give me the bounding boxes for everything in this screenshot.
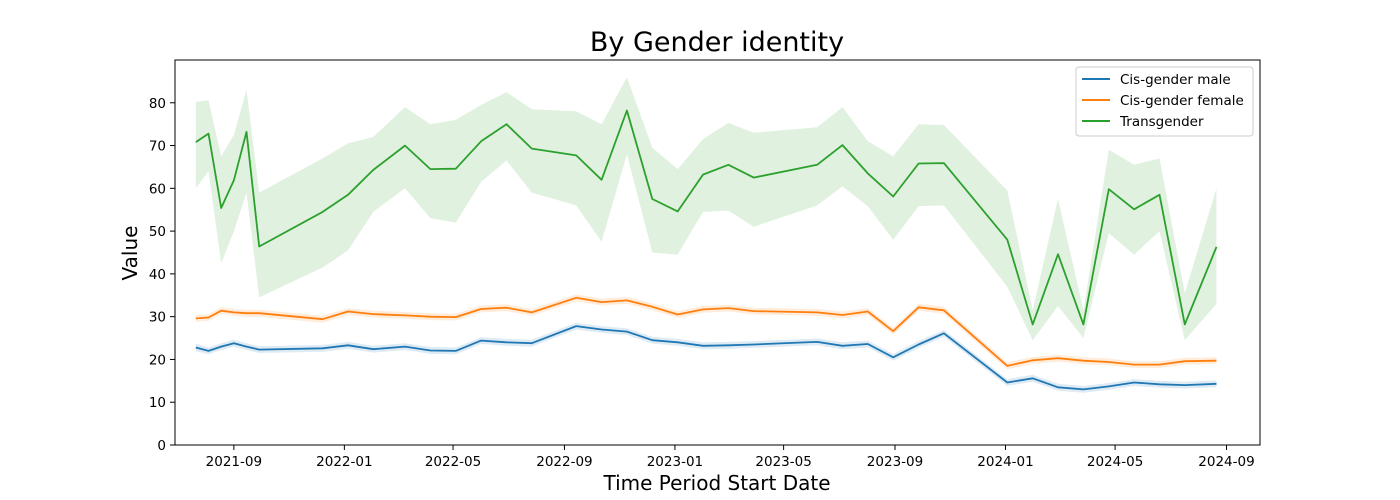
y-tick-label: 40 <box>149 267 166 283</box>
legend: Cis-gender male Cis-gender female Transgen… <box>1075 66 1254 137</box>
series-band-transgender <box>195 77 1217 341</box>
x-tick-label: 2023-09 <box>867 454 923 470</box>
plot-frame <box>174 59 1261 446</box>
series-line-cis-gender-male <box>195 325 1217 391</box>
x-tick-label: 2021-09 <box>206 454 262 470</box>
x-tick-label: 2023-01 <box>647 454 703 470</box>
x-tick-label: 2023-05 <box>755 454 811 470</box>
legend-box <box>1075 66 1254 137</box>
x-tick-label: 2024-05 <box>1087 454 1143 470</box>
y-tick-label: 60 <box>149 181 166 197</box>
y-tick-label: 50 <box>149 224 166 240</box>
y-tick-label: 10 <box>149 395 166 411</box>
x-axis: 2021-09 2022-01 2022-05 2022-09 2023-01 2023-… <box>206 445 1255 470</box>
y-axis-label: Value <box>118 226 142 281</box>
x-tick-label: 2024-09 <box>1198 454 1254 470</box>
y-axis: 0 10 20 30 40 50 60 70 80 <box>149 96 175 454</box>
series-line-cis-gender-female <box>195 296 1217 367</box>
legend-label-transgender: Transgender <box>1119 114 1204 130</box>
y-tick-label: 30 <box>149 310 166 326</box>
y-tick-label: 80 <box>149 96 166 112</box>
legend-label-cis-gender-male: Cis-gender male <box>1120 72 1231 88</box>
series-line-transgender <box>195 109 1218 326</box>
x-tick-label: 2022-09 <box>536 454 592 470</box>
y-tick-label: 70 <box>149 139 166 155</box>
x-tick-label: 2024-01 <box>977 454 1033 470</box>
x-tick-label: 2022-01 <box>316 454 372 470</box>
chart-title: By Gender identity <box>590 27 844 58</box>
y-tick-label: 20 <box>149 352 166 368</box>
legend-label-cis-gender-female: Cis-gender female <box>1120 93 1244 109</box>
plot-area <box>195 77 1218 393</box>
x-axis-label: Time Period Start Date <box>602 471 830 495</box>
y-tick-label: 0 <box>157 438 166 454</box>
x-tick-label: 2022-05 <box>425 454 481 470</box>
